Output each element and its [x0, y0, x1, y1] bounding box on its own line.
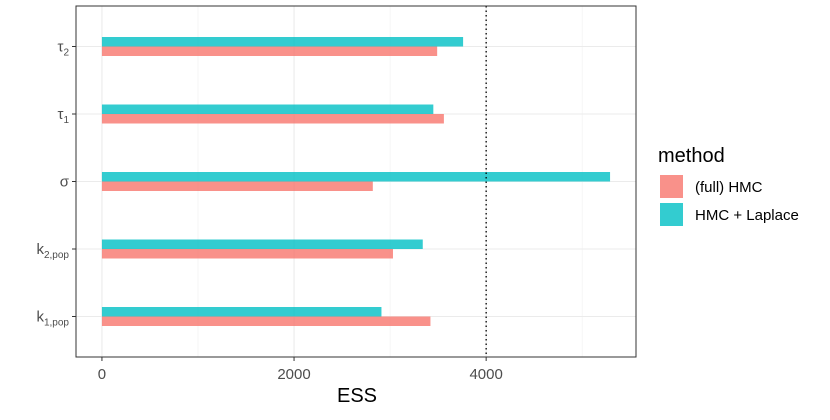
y-tick-label: τ1: [58, 106, 70, 126]
bar-hmc-laplace-4: [101, 37, 464, 47]
y-tick-label: σ: [60, 174, 70, 191]
x-axis-title: ESS: [337, 385, 377, 407]
x-tick-label: 2000: [277, 366, 310, 383]
x-tick-label: 4000: [469, 366, 502, 383]
legend-swatch: [660, 203, 683, 226]
legend-label: (full) HMC: [695, 179, 763, 196]
bars: [101, 37, 611, 326]
x-tick-label: 0: [98, 366, 106, 383]
legend-swatch: [660, 175, 683, 198]
legend: method (full) HMC HMC + Laplace: [658, 145, 799, 226]
y-axis-ticks: k1,pop k2,pop σ τ1 τ2: [36, 39, 76, 329]
y-tick-label: k2,pop: [36, 241, 69, 261]
bar-hmc-laplace-3: [101, 104, 434, 114]
y-tick-label: τ2: [58, 39, 70, 59]
legend-label: HMC + Laplace: [695, 207, 799, 224]
bar-full-hmc-4: [101, 46, 438, 56]
legend-items: (full) HMC HMC + Laplace: [660, 175, 799, 226]
bar-hmc-laplace-1: [101, 239, 423, 249]
bar-full-hmc-2: [101, 181, 373, 191]
bar-hmc-laplace-0: [101, 307, 382, 317]
x-axis-ticks: 0 2000 4000: [98, 357, 503, 383]
y-tick-label: k1,pop: [36, 309, 69, 329]
bar-hmc-laplace-2: [101, 172, 611, 182]
bar-full-hmc-1: [101, 249, 393, 259]
bar-full-hmc-0: [101, 316, 431, 326]
legend-title: method: [658, 145, 725, 167]
bar-full-hmc-3: [101, 114, 444, 124]
